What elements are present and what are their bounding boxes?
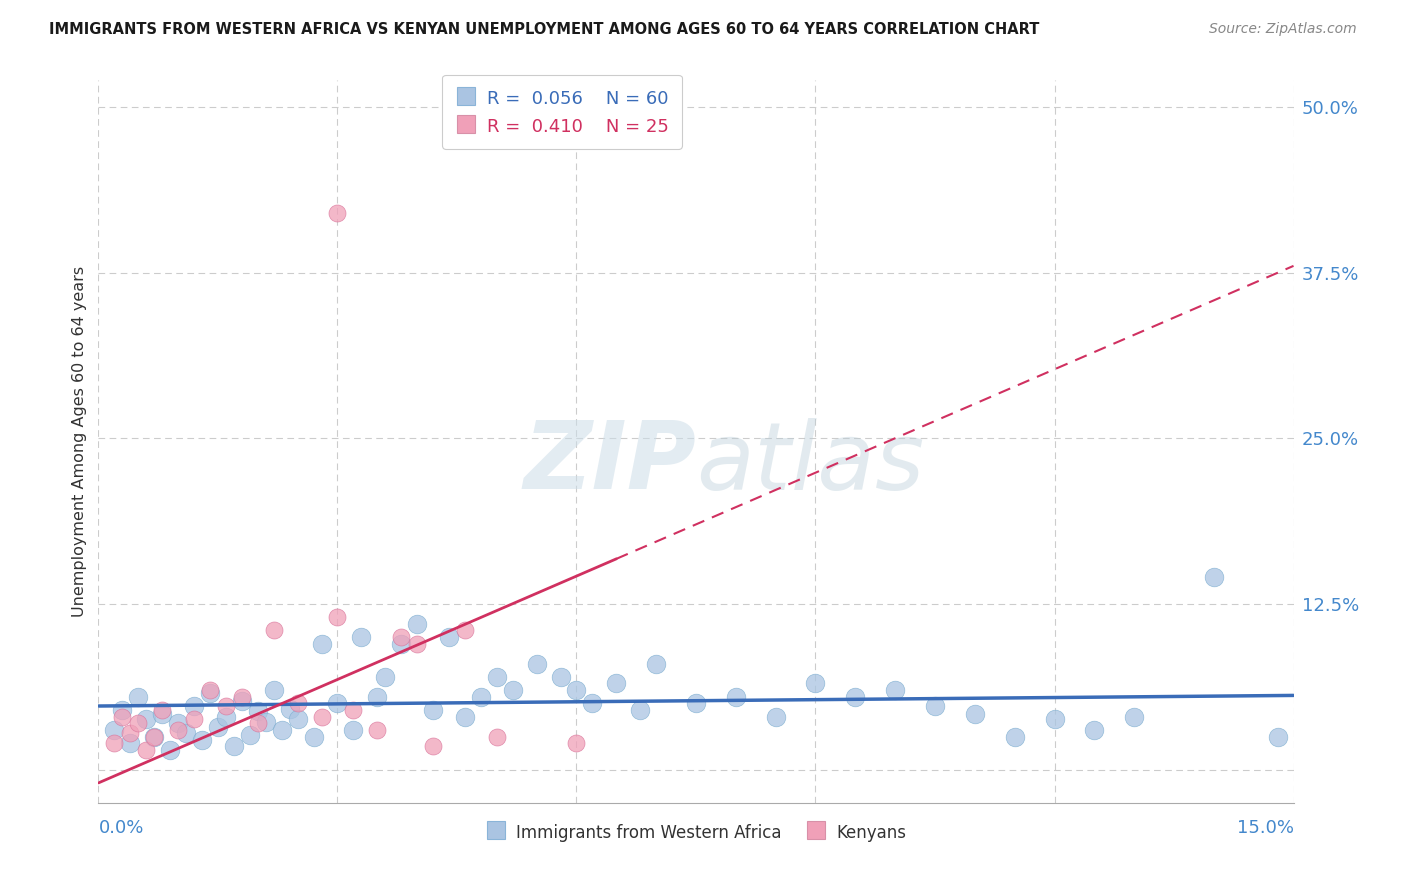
Point <box>174 725 197 739</box>
Point <box>366 690 388 704</box>
Point <box>628 703 651 717</box>
Point <box>246 704 269 718</box>
Point <box>246 716 269 731</box>
Point <box>135 743 157 757</box>
Point <box>150 703 173 717</box>
Point <box>120 736 142 750</box>
Point <box>311 637 333 651</box>
Text: Source: ZipAtlas.com: Source: ZipAtlas.com <box>1209 22 1357 37</box>
Point <box>183 712 205 726</box>
Point <box>231 690 253 704</box>
Point <box>485 670 508 684</box>
Point <box>685 697 707 711</box>
Point <box>645 657 668 671</box>
Point <box>167 716 190 731</box>
Point <box>191 733 214 747</box>
Point <box>183 699 205 714</box>
Point <box>159 743 181 757</box>
Point <box>287 697 309 711</box>
Point <box>302 730 325 744</box>
Point <box>454 709 477 723</box>
Point <box>454 624 477 638</box>
Point <box>581 697 603 711</box>
Point <box>222 739 245 753</box>
Point <box>884 683 907 698</box>
Text: IMMIGRANTS FROM WESTERN AFRICA VS KENYAN UNEMPLOYMENT AMONG AGES 60 TO 64 YEARS : IMMIGRANTS FROM WESTERN AFRICA VS KENYAN… <box>49 22 1039 37</box>
Text: atlas: atlas <box>696 417 924 508</box>
Point <box>326 697 349 711</box>
Point <box>254 714 277 729</box>
Point <box>1043 712 1066 726</box>
Point <box>804 676 827 690</box>
Point <box>143 730 166 744</box>
Point <box>111 709 134 723</box>
Point <box>724 690 747 704</box>
Point <box>526 657 548 671</box>
Point <box>342 703 364 717</box>
Point <box>127 690 149 704</box>
Point <box>198 686 221 700</box>
Point <box>422 739 444 753</box>
Point <box>135 712 157 726</box>
Point <box>389 630 412 644</box>
Point <box>350 630 373 644</box>
Point <box>326 610 349 624</box>
Point <box>1202 570 1225 584</box>
Point <box>422 703 444 717</box>
Point <box>1267 730 1289 744</box>
Point <box>167 723 190 737</box>
Point <box>366 723 388 737</box>
Point <box>406 616 429 631</box>
Point <box>502 683 524 698</box>
Point <box>550 670 572 684</box>
Point <box>143 730 166 744</box>
Point <box>844 690 866 704</box>
Point <box>565 683 588 698</box>
Point <box>263 683 285 698</box>
Point <box>924 699 946 714</box>
Legend: Immigrants from Western Africa, Kenyans: Immigrants from Western Africa, Kenyans <box>479 816 912 848</box>
Point <box>127 716 149 731</box>
Point <box>278 701 301 715</box>
Point <box>215 699 238 714</box>
Y-axis label: Unemployment Among Ages 60 to 64 years: Unemployment Among Ages 60 to 64 years <box>72 266 87 617</box>
Point <box>485 730 508 744</box>
Point <box>963 706 986 721</box>
Point <box>374 670 396 684</box>
Point <box>231 694 253 708</box>
Point <box>287 712 309 726</box>
Text: 0.0%: 0.0% <box>98 820 143 838</box>
Point <box>1083 723 1105 737</box>
Point <box>207 720 229 734</box>
Point <box>342 723 364 737</box>
Point <box>389 637 412 651</box>
Point <box>270 723 292 737</box>
Point <box>103 723 125 737</box>
Point <box>215 709 238 723</box>
Point <box>311 709 333 723</box>
Point <box>120 725 142 739</box>
Point <box>326 206 349 220</box>
Point <box>198 683 221 698</box>
Point <box>605 676 627 690</box>
Point <box>263 624 285 638</box>
Point <box>103 736 125 750</box>
Point <box>565 736 588 750</box>
Point <box>150 706 173 721</box>
Point <box>406 637 429 651</box>
Point <box>111 703 134 717</box>
Text: ZIP: ZIP <box>523 417 696 509</box>
Point <box>1123 709 1146 723</box>
Point <box>239 728 262 742</box>
Point <box>470 690 492 704</box>
Point <box>765 709 787 723</box>
Text: 15.0%: 15.0% <box>1236 820 1294 838</box>
Point <box>1004 730 1026 744</box>
Point <box>437 630 460 644</box>
